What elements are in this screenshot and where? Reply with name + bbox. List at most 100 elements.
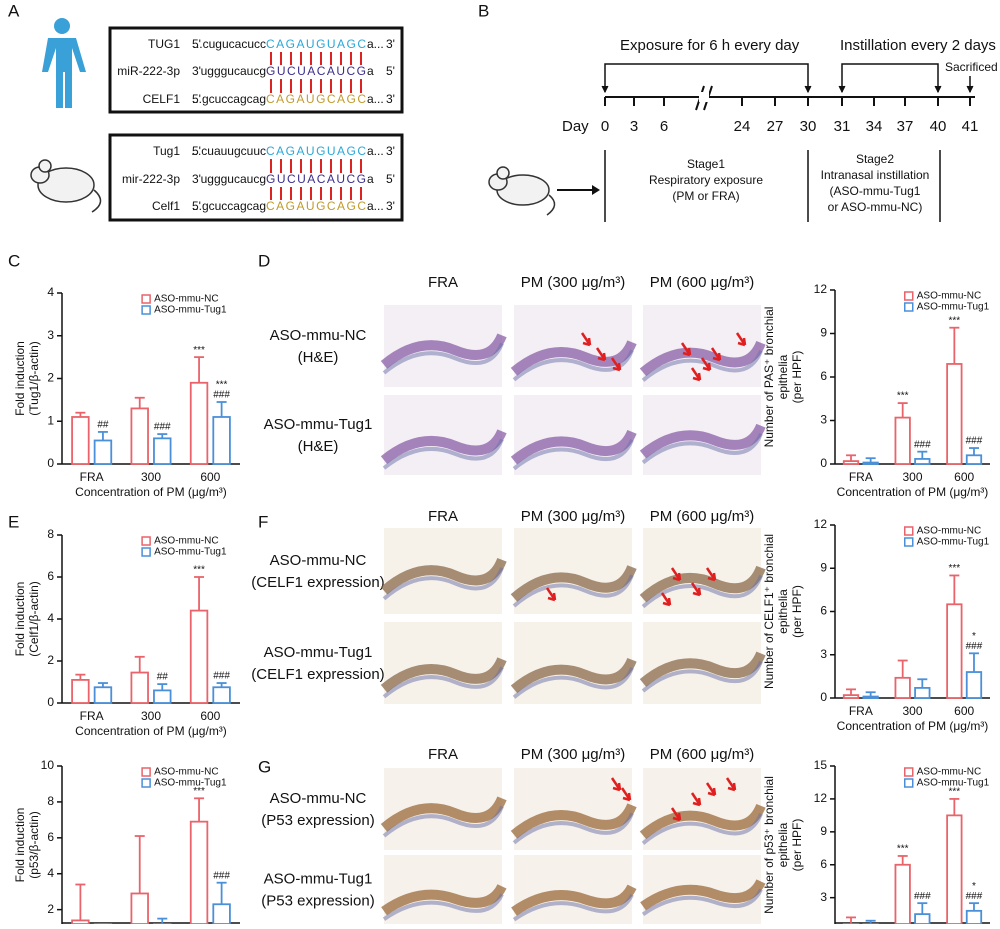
panel-letter: G (258, 757, 271, 776)
panel-letter: D (258, 251, 270, 270)
tissue-band (380, 657, 507, 693)
human-icon (42, 18, 86, 108)
x-axis-label: Concentration of PM (μg/m³) (837, 719, 989, 733)
day-tick-label: 3 (630, 118, 638, 135)
y-axis-label: (per HPF) (790, 585, 804, 638)
x-axis-label: Concentration of PM (μg/m³) (837, 485, 989, 499)
tissue-band (641, 660, 763, 693)
sequence-name: TUG1 (148, 37, 180, 51)
stage-label: or ASO-mmu-NC) (828, 200, 923, 214)
significance-marker: *** (949, 315, 961, 326)
y-tick-label: 0 (47, 695, 54, 709)
bar (212, 903, 231, 925)
bar (965, 454, 983, 465)
row-label: (P53 expression) (261, 812, 374, 829)
red-arrow (710, 347, 722, 362)
column-header: PM (600 μg/m³) (650, 274, 755, 291)
legend-label: ASO-mmu-Tug1 (917, 778, 990, 789)
micrograph (384, 395, 502, 475)
legend-swatch (141, 767, 151, 777)
bar (71, 679, 90, 704)
y-tick-label: 3 (47, 328, 54, 342)
y-axis-label: Number of CELF1⁺ bronchial (762, 534, 776, 689)
sequence-end: 3' (192, 172, 201, 186)
bar (894, 416, 911, 465)
y-tick-label: 15 (814, 758, 828, 772)
sequence-end: 5' (192, 37, 201, 51)
sequence-prefix: ...cuauugcuuc (191, 144, 266, 158)
legend-label: ASO-mmu-Tug1 (154, 305, 227, 316)
red-arrow (670, 567, 682, 582)
exposure-label: Exposure for 6 h every day (620, 37, 800, 54)
legend-label: ASO-mmu-NC (917, 767, 981, 778)
tissue-band (512, 349, 634, 382)
bar (212, 686, 231, 704)
significance-marker: *** (897, 391, 909, 402)
y-tick-label: 6 (47, 830, 54, 844)
sequence-suffix: a... (367, 92, 384, 106)
tissue-band (641, 888, 763, 916)
significance-marker: * (972, 881, 976, 892)
tissue-band (512, 439, 634, 471)
sequence-motif: GUCUACAUCG (266, 64, 366, 78)
sequence-name: mir-222-3p (122, 172, 180, 186)
column-header: PM (300 μg/m³) (521, 746, 626, 763)
tissue-band (639, 423, 766, 459)
significance-marker: ## (97, 420, 109, 431)
sequence-box (108, 26, 404, 114)
y-tick-label: 10 (41, 758, 55, 772)
bar (130, 407, 149, 465)
sequence-motif: CAGAUGUAGC (266, 37, 366, 51)
day-tick-label: 37 (897, 118, 914, 135)
column-header: PM (300 μg/m³) (521, 274, 626, 291)
legend-swatch (904, 302, 914, 312)
mouse-icon (30, 159, 102, 213)
tissue-band (380, 796, 507, 832)
significance-marker: *** (216, 380, 228, 391)
y-tick-label: 6 (820, 857, 827, 871)
y-axis-label: (Tug1/β-actin) (27, 341, 41, 415)
tissue-band (512, 893, 634, 922)
panel-letter: B (478, 1, 489, 20)
row-label: ASO-mmu-NC (270, 327, 367, 344)
y-axis-label: Fold induction (13, 808, 27, 883)
tissue-band (640, 879, 766, 911)
sequence-motif: CAGAUGCAGC (266, 199, 366, 213)
significance-marker: *** (949, 787, 961, 798)
x-tick-label: FRA (849, 470, 873, 484)
bar (842, 694, 860, 699)
panel-letter: A (8, 1, 20, 20)
arrow-head (592, 185, 600, 195)
x-tick-label: 600 (200, 709, 220, 723)
row-label: ASO-mmu-Tug1 (264, 416, 373, 433)
sequence-motif: CAGAUGUAGC (266, 144, 366, 158)
significance-marker: *** (193, 565, 205, 576)
bar (130, 671, 149, 704)
sequence-prefix: ugggucaucg (201, 64, 266, 78)
sequence-prefix: ...gcuccagcag (192, 92, 266, 106)
bar (71, 919, 90, 925)
sequence-name: miR-222-3p (117, 64, 180, 78)
tissue-band (639, 803, 766, 840)
sequence-end: 5' (192, 144, 201, 158)
sequence-name: Celf1 (152, 199, 180, 213)
panel-letter: C (8, 251, 20, 270)
y-axis-label: epithelia (776, 589, 790, 634)
legend-label: ASO-mmu-Tug1 (917, 302, 990, 313)
row-label: (P53 expression) (261, 892, 374, 909)
sequence-end: 3' (386, 199, 395, 213)
sequence-end: 3' (192, 64, 201, 78)
significance-marker: ### (213, 671, 230, 682)
legend-swatch (141, 294, 151, 304)
y-tick-label: 6 (820, 604, 827, 618)
y-tick-label: 8 (47, 527, 54, 541)
red-arrow (735, 332, 747, 347)
red-arrow (580, 332, 592, 347)
bar (894, 676, 911, 699)
red-arrow (690, 367, 702, 382)
tissue-band (510, 803, 637, 839)
red-arrow (595, 347, 607, 362)
row-label: (CELF1 expression) (251, 574, 384, 591)
bar (946, 363, 963, 465)
